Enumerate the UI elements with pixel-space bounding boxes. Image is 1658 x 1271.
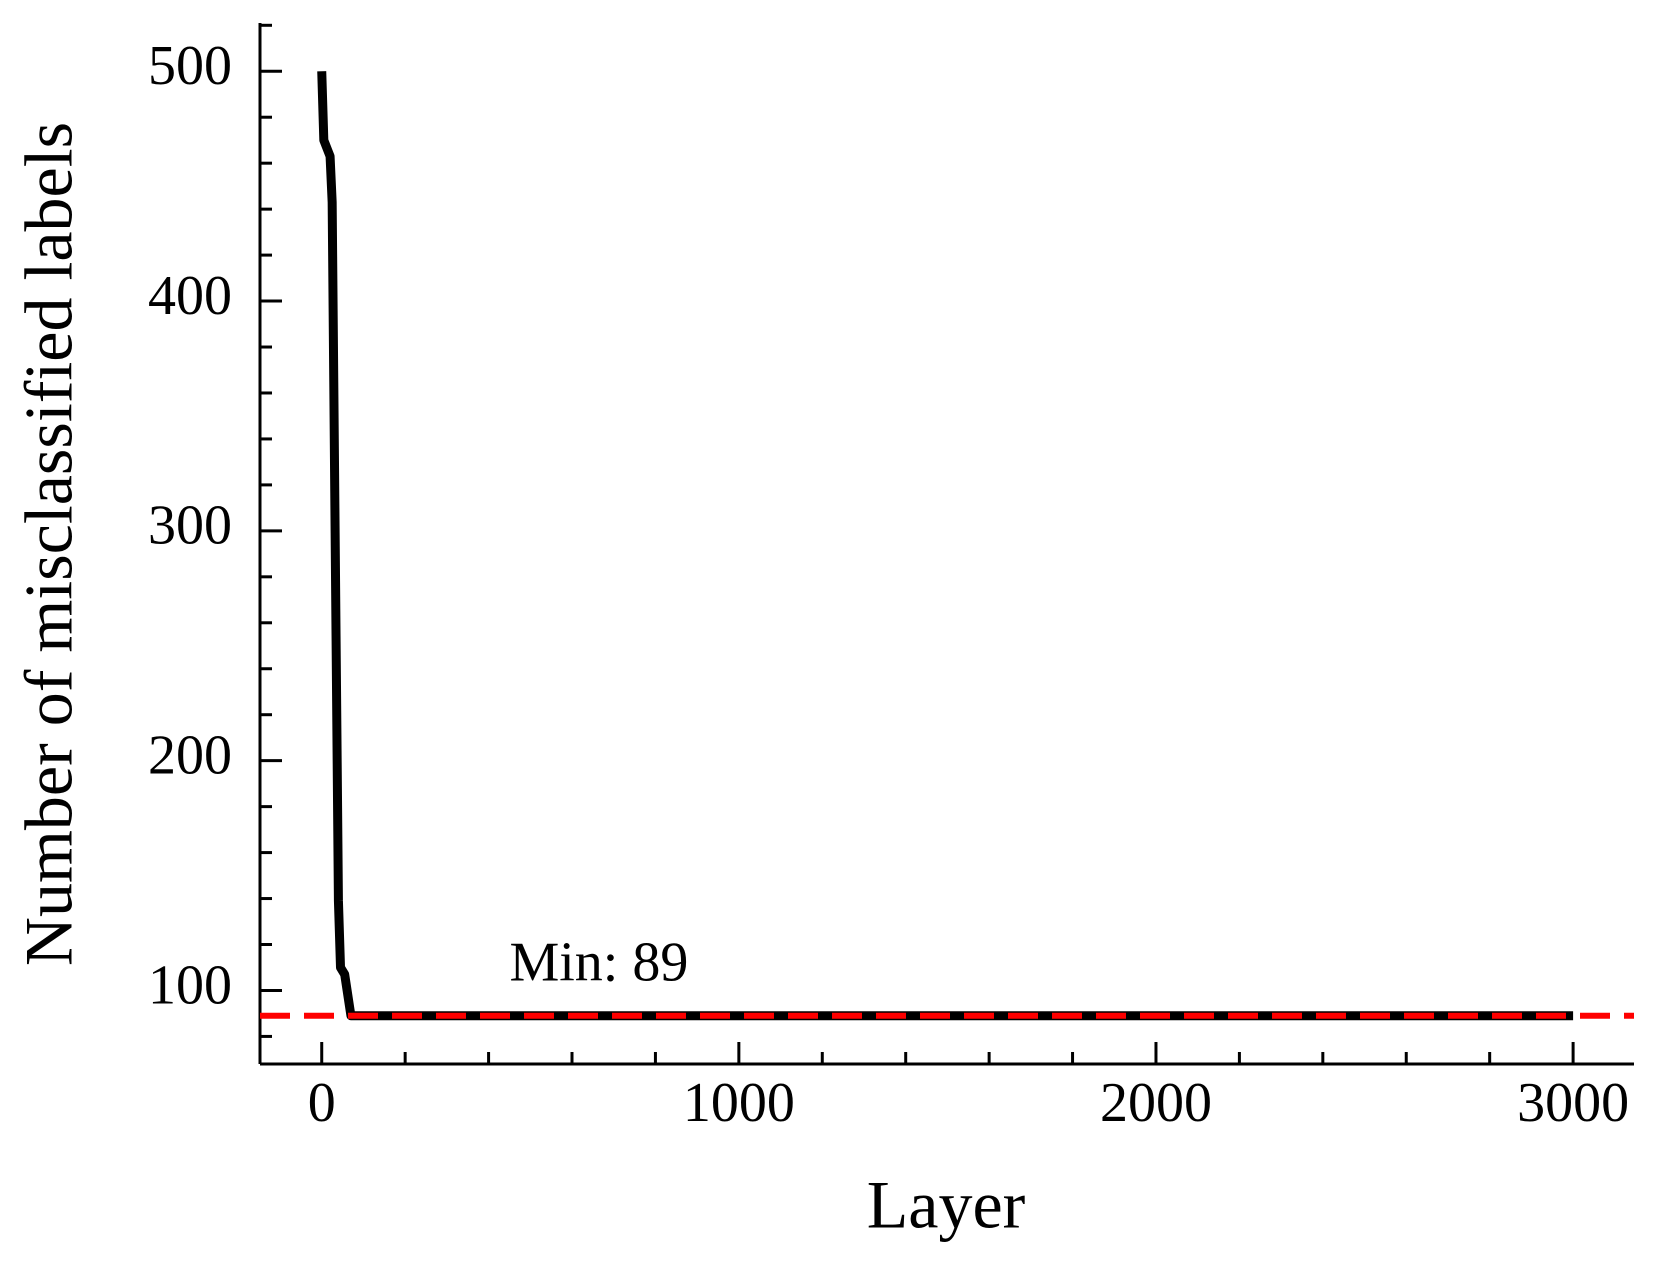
x-tick-label: 0 bbox=[308, 1072, 336, 1134]
data-line bbox=[317, 71, 1574, 1021]
x-axis-title: Layer bbox=[867, 1167, 1026, 1243]
x-tick-label: 2000 bbox=[1100, 1072, 1212, 1134]
y-tick-label: 500 bbox=[148, 35, 232, 97]
y-tick-label: 100 bbox=[148, 954, 232, 1016]
min-label: Min: 89 bbox=[509, 932, 688, 994]
x-tick-label: 3000 bbox=[1517, 1072, 1629, 1134]
y-axis-title: Number of misclassified labels bbox=[11, 122, 87, 966]
y-tick-label: 300 bbox=[148, 495, 232, 557]
y-tick-label: 200 bbox=[148, 725, 232, 787]
y-tick-label: 400 bbox=[148, 265, 232, 327]
x-tick-label: 1000 bbox=[683, 1072, 795, 1134]
